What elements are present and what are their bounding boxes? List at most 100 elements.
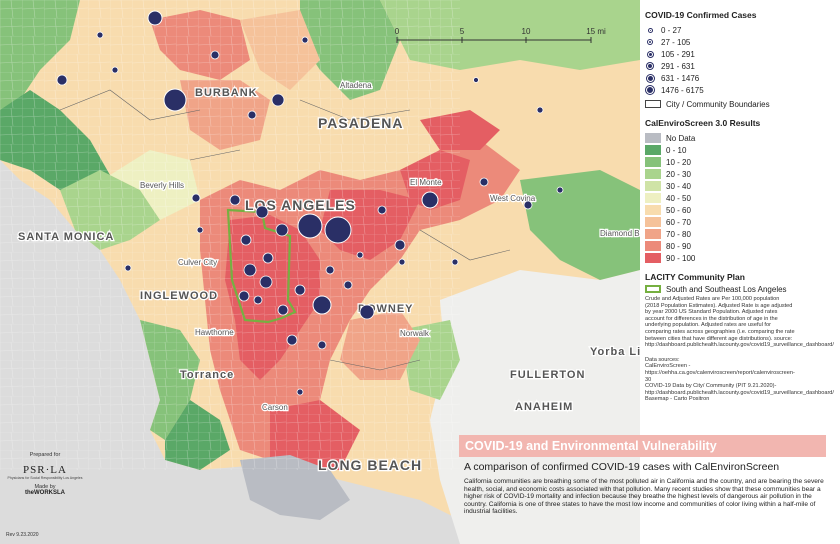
case-dot-icon xyxy=(646,74,654,82)
case-dot[interactable] xyxy=(262,252,274,264)
case-dot[interactable] xyxy=(229,194,241,206)
case-dot-icon xyxy=(646,86,654,94)
calenviro-class-label: 90 - 100 xyxy=(666,253,696,263)
cases-class-row: 0 - 27 xyxy=(645,24,835,36)
cases-class-label: 105 - 291 xyxy=(661,49,695,59)
calenviro-class-row: 20 - 30 xyxy=(645,168,835,180)
color-swatch xyxy=(645,217,661,227)
place-label: LOS ANGELES xyxy=(245,197,356,213)
case-dot[interactable] xyxy=(210,50,220,60)
case-dot[interactable] xyxy=(317,340,327,350)
case-dot[interactable] xyxy=(394,239,406,251)
calenviro-class-label: 50 - 60 xyxy=(666,205,691,215)
cases-class-row: 1476 - 6175 xyxy=(645,84,835,96)
place-label: Culver City xyxy=(178,258,217,267)
plan-legend-title: LACITY Community Plan xyxy=(645,272,745,282)
calenviro-class-row: 70 - 80 xyxy=(645,228,835,240)
case-dot[interactable] xyxy=(247,110,257,120)
revision-label: Rev 9.23.2020 xyxy=(6,532,39,538)
case-dot[interactable] xyxy=(147,10,163,26)
calenviro-class-label: 30 - 40 xyxy=(666,181,691,191)
case-dot-icon xyxy=(648,28,652,32)
place-label: LONG BEACH xyxy=(318,457,422,473)
color-swatch xyxy=(645,205,661,215)
case-dot[interactable] xyxy=(325,265,335,275)
case-dot[interactable] xyxy=(451,258,459,266)
community-plan-outline[interactable] xyxy=(226,208,297,324)
map-description: California communities are breathing som… xyxy=(464,478,824,516)
calenviro-class-label: 60 - 70 xyxy=(666,217,691,227)
case-dot[interactable] xyxy=(259,275,273,289)
case-dot[interactable] xyxy=(556,186,564,194)
boundary-swatch xyxy=(645,100,661,108)
place-label: Altadena xyxy=(340,81,372,90)
place-label: Hawthorne xyxy=(195,328,234,337)
case-dot[interactable] xyxy=(297,213,323,239)
case-dot[interactable] xyxy=(196,226,204,234)
map-title: COVID-19 and Environmental Vulnerability xyxy=(465,439,717,453)
scale-label: 15 mi xyxy=(586,27,606,36)
case-dot[interactable] xyxy=(343,280,353,290)
case-dot[interactable] xyxy=(398,258,406,266)
scale-label: 10 xyxy=(522,27,531,36)
cases-legend-title: COVID-19 Confirmed Cases xyxy=(645,10,757,20)
case-dot[interactable] xyxy=(238,290,250,302)
cases-class-label: 291 - 631 xyxy=(661,61,695,71)
cases-class-row: 105 - 291 xyxy=(645,48,835,60)
plan-swatch xyxy=(645,285,661,293)
case-dot[interactable] xyxy=(56,74,68,86)
case-dot[interactable] xyxy=(301,36,309,44)
case-dot[interactable] xyxy=(421,191,439,209)
no-data-area xyxy=(240,455,350,520)
case-dot[interactable] xyxy=(275,223,289,237)
calenviro-legend-title: CalEnviroScreen 3.0 Results xyxy=(645,118,761,128)
case-dot[interactable] xyxy=(96,31,104,39)
case-dot[interactable] xyxy=(286,334,298,346)
color-swatch xyxy=(645,169,661,179)
case-dot-icon xyxy=(647,63,653,69)
color-swatch xyxy=(645,181,661,191)
calenviro-class-row: 90 - 100 xyxy=(645,252,835,264)
color-swatch xyxy=(645,229,661,239)
calenviro-class-label: 70 - 80 xyxy=(666,229,691,239)
color-swatch xyxy=(645,133,661,143)
case-dot[interactable] xyxy=(356,251,364,259)
case-dot[interactable] xyxy=(473,77,479,83)
case-dot[interactable] xyxy=(296,388,304,396)
color-swatch xyxy=(645,193,661,203)
map-canvas[interactable]: 0 5 10 15 mi BURBANK Altadena PASADENA S… xyxy=(0,0,640,544)
case-dot[interactable] xyxy=(253,295,263,305)
case-dot[interactable] xyxy=(377,205,387,215)
case-dot[interactable] xyxy=(523,200,533,210)
case-dots xyxy=(56,10,564,396)
plan-row: South and Southeast Los Angeles xyxy=(645,283,835,295)
case-dot[interactable] xyxy=(277,304,289,316)
case-dot[interactable] xyxy=(312,295,332,315)
case-dot[interactable] xyxy=(163,88,187,112)
case-dot[interactable] xyxy=(359,304,375,320)
map-subtitle: A comparison of confirmed COVID-19 cases… xyxy=(464,461,780,473)
place-label: West Covina xyxy=(490,194,536,203)
scale-bar: 0 5 10 15 mi xyxy=(395,27,606,43)
place-label: INGLEWOOD xyxy=(140,290,218,302)
place-label: El Monte xyxy=(410,178,442,187)
case-dot[interactable] xyxy=(124,264,132,272)
place-label: SANTA MONICA xyxy=(18,231,114,243)
case-dot[interactable] xyxy=(294,284,306,296)
cases-class-row: 27 - 105 xyxy=(645,36,835,48)
case-dot[interactable] xyxy=(111,66,119,74)
case-dot[interactable] xyxy=(536,106,544,114)
prepared-for-label: Prepared for xyxy=(29,452,61,458)
case-dot[interactable] xyxy=(255,205,269,219)
calenviro-class-row: 40 - 50 xyxy=(645,192,835,204)
rate-notes: Crude and Adjusted Rates are Per 100,000… xyxy=(645,296,834,349)
case-dot[interactable] xyxy=(479,177,489,187)
case-dot[interactable] xyxy=(191,193,201,203)
score-area xyxy=(520,170,640,280)
case-dot[interactable] xyxy=(240,234,252,246)
map-svg: 0 5 10 15 mi BURBANK Altadena PASADENA S… xyxy=(0,0,640,544)
case-dot[interactable] xyxy=(271,93,285,107)
calenviro-class-label: No Data xyxy=(666,133,696,143)
case-dot[interactable] xyxy=(324,216,352,244)
case-dot[interactable] xyxy=(243,263,257,277)
